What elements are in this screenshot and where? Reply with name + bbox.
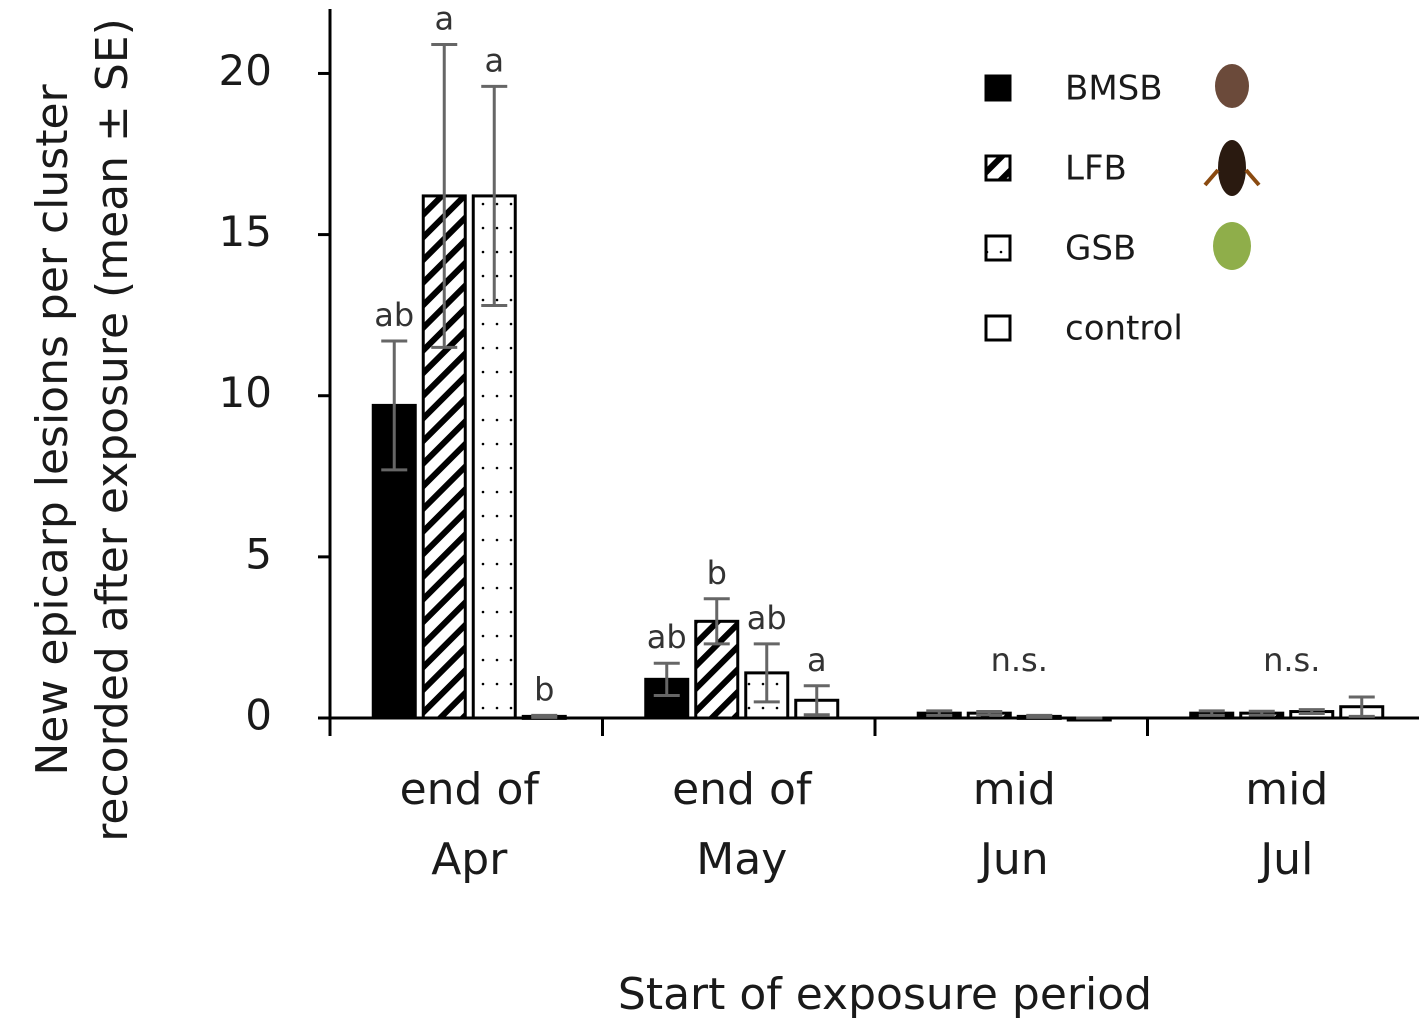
significance-letter: ab — [374, 296, 414, 334]
legend-swatch — [984, 314, 1012, 342]
y-axis-title: recorded after exposure (mean ± SE) — [87, 18, 138, 841]
y-axis-title: New epicarp lesions per cluster — [27, 83, 78, 775]
x-tick-label: mid Jul — [1245, 764, 1328, 885]
insect-icons — [1203, 64, 1261, 270]
legend-swatch — [984, 74, 1012, 102]
error-bar — [1198, 709, 1225, 717]
y-axis-title: New epicarp lesions per cluster recorded … — [27, 18, 138, 841]
error-bar — [1026, 713, 1053, 719]
x-tick-label: mid Jun — [973, 764, 1056, 885]
y-tick-label: 15 — [219, 207, 272, 256]
error-bar — [653, 661, 680, 697]
significance-letter: b — [534, 670, 554, 708]
significance-letter: a — [434, 0, 454, 37]
x-tick-label: end of May — [672, 764, 813, 885]
legend-label: GSB — [1065, 229, 1136, 269]
error-bar — [976, 710, 1003, 717]
legend-label: BMSB — [1065, 69, 1163, 109]
y-tick-label: 5 — [245, 529, 272, 578]
error-bar — [1298, 708, 1325, 715]
y-tick-label: 20 — [219, 46, 272, 95]
error-bar — [431, 42, 458, 349]
group-note: n.s. — [991, 641, 1048, 679]
group-note: n.s. — [1263, 641, 1320, 679]
legend-swatch — [984, 154, 1012, 182]
legend-label: control — [1065, 309, 1183, 349]
significance-letter: ab — [647, 618, 687, 656]
error-bar — [926, 709, 953, 717]
error-bar — [1248, 709, 1275, 717]
x-axis-title: Start of exposure period — [618, 969, 1152, 1020]
error-bar — [703, 597, 730, 646]
significance-letter: a — [484, 41, 504, 79]
y-tick-label: 0 — [245, 691, 272, 740]
significance-letter: ab — [747, 599, 787, 637]
error-bar — [1348, 695, 1375, 718]
legend-swatch — [984, 234, 1012, 262]
bar — [471, 194, 517, 720]
legend-label: LFB — [1065, 149, 1127, 189]
y-tick-label: 10 — [219, 368, 272, 417]
significance-letter: b — [707, 554, 727, 592]
x-tick-label: end of Apr — [400, 764, 541, 885]
error-bar — [803, 684, 830, 717]
error-bar — [531, 713, 558, 719]
error-bar — [381, 339, 408, 472]
error-bar — [753, 642, 780, 704]
significance-letter: a — [807, 641, 827, 679]
error-bar — [481, 84, 508, 307]
